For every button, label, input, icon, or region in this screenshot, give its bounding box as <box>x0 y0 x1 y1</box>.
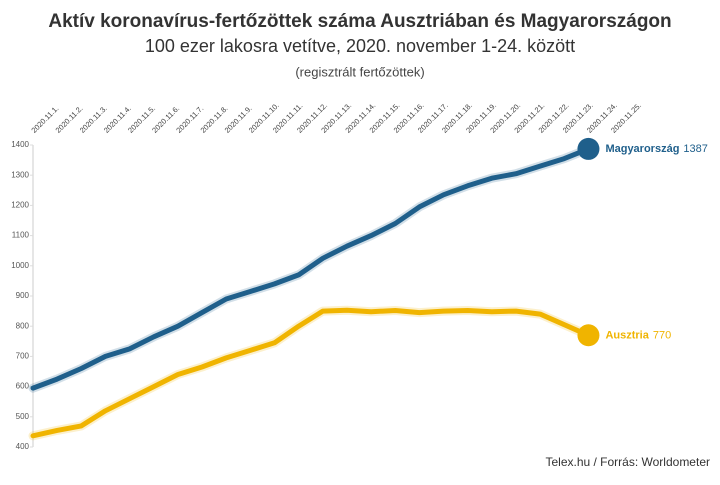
y-tick-label: 500 <box>16 412 30 421</box>
series-line <box>30 146 591 391</box>
y-tick-label: 1200 <box>11 201 29 210</box>
end-label: Magyarország 1387 <box>605 143 707 155</box>
y-tick-label: 900 <box>16 291 30 300</box>
y-tick-label: 400 <box>16 442 30 451</box>
y-tick-label: 1000 <box>11 261 29 270</box>
source: Telex.hu / Forrás: Worldometer <box>545 455 710 469</box>
y-tick-label: 1100 <box>12 231 30 240</box>
chart-note: (regisztrált fertőzöttek) <box>295 64 424 79</box>
end-marker <box>577 324 600 347</box>
y-tick-label: 600 <box>16 382 30 391</box>
legend-label: Magyarország <box>605 143 679 155</box>
y-tick-label: 800 <box>16 321 30 330</box>
y-tick-label: 700 <box>16 352 30 361</box>
series-line <box>30 307 591 439</box>
y-tick-label: 1300 <box>11 170 29 179</box>
y-tick-label: 1400 <box>11 140 29 149</box>
legend-label: Ausztria <box>605 329 649 341</box>
end-marker <box>577 137 600 160</box>
end-value: 770 <box>653 329 671 341</box>
chart-title: Aktív koronavírus-fertőzöttek száma Ausz… <box>48 11 671 32</box>
chart-subtitle: 100 ezer lakosra vetítve, 2020. november… <box>145 36 575 56</box>
end-label: Ausztria 770 <box>605 329 671 341</box>
end-value: 1387 <box>683 143 707 155</box>
